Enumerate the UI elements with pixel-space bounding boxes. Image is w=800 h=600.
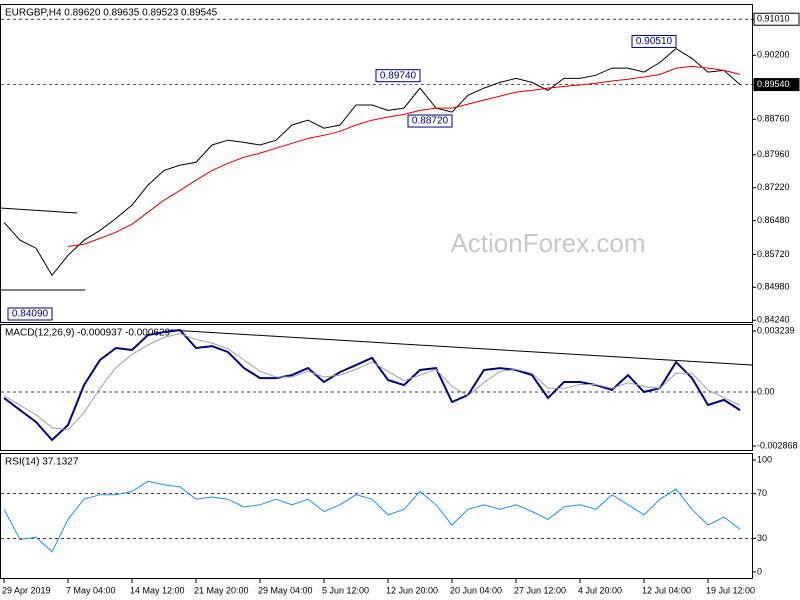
trend-line	[0, 207, 78, 214]
annotation-box	[375, 69, 421, 83]
x-tick-label: 12 Jul 04:00	[642, 585, 691, 595]
series-line	[3, 480, 741, 553]
y-tick-label: 30	[757, 533, 767, 543]
macd-panel	[0, 324, 753, 451]
panel-title: RSI(14) 37.1327	[5, 457, 79, 468]
watermark: ActionForex.com	[450, 228, 645, 258]
annotation-box	[407, 114, 453, 128]
y-tick-label: 0.87960	[757, 149, 790, 159]
annotation-label: 0.89740	[380, 70, 417, 81]
x-tick-label: 20 Jun 04:00	[450, 585, 502, 595]
y-tick-label: 0.003239	[757, 325, 795, 335]
annotation-box	[7, 307, 53, 321]
x-tick-label: 5 Jun 12:00	[322, 585, 369, 595]
x-tick-label: 14 May 12:00	[130, 585, 185, 595]
x-tick-label: 27 Jun 12:00	[514, 585, 566, 595]
x-tick-label: 19 Jul 12:00	[706, 585, 755, 595]
price-box	[753, 12, 800, 26]
annotation-label: 0.90510	[636, 36, 673, 47]
y-tick-label: 0.89540	[757, 79, 790, 89]
y-tick-label: 0.90200	[757, 50, 790, 60]
series-line	[67, 65, 741, 247]
y-tick-label: 0.88760	[757, 114, 790, 124]
annotation-box	[631, 34, 677, 48]
panel-title: EURGBP,H4 0.89620 0.89635 0.89523 0.8954…	[5, 8, 218, 19]
x-tick-label: 12 Jun 20:00	[386, 585, 438, 595]
price-box	[753, 78, 800, 92]
y-tick-label: 0	[757, 566, 762, 576]
trend-line	[169, 329, 753, 366]
x-tick-label: 29 Apr 2019	[2, 585, 51, 595]
annotation-label: 0.84090	[12, 309, 49, 320]
y-tick-label: 0.84980	[757, 282, 790, 292]
y-tick-label: 0.86480	[757, 215, 790, 225]
y-tick-label: 70	[757, 488, 767, 498]
series-line	[3, 329, 741, 442]
annotation-label: 0.88720	[412, 116, 449, 127]
y-tick-label: 0.91010	[757, 14, 790, 24]
price-panel	[0, 4, 753, 323]
y-tick-label: -0.002868	[757, 440, 798, 450]
x-tick-label: 7 May 04:00	[66, 585, 116, 595]
panel-title: MACD(12,26,9) -0.000937 -0.000629	[5, 328, 171, 339]
rsi-panel	[0, 453, 753, 579]
x-tick-label: 29 May 04:00	[258, 585, 313, 595]
series-line	[3, 47, 741, 277]
y-tick-label: 0.87220	[757, 182, 790, 192]
x-tick-label: 4 Jul 20:00	[578, 585, 622, 595]
series-line	[3, 333, 741, 431]
y-tick-label: 100	[757, 454, 772, 464]
y-tick-label: 0.84240	[757, 315, 790, 325]
y-tick-label: 0.85720	[757, 249, 790, 259]
x-tick-label: 21 May 20:00	[194, 585, 249, 595]
y-tick-label: 0.00	[757, 386, 775, 396]
